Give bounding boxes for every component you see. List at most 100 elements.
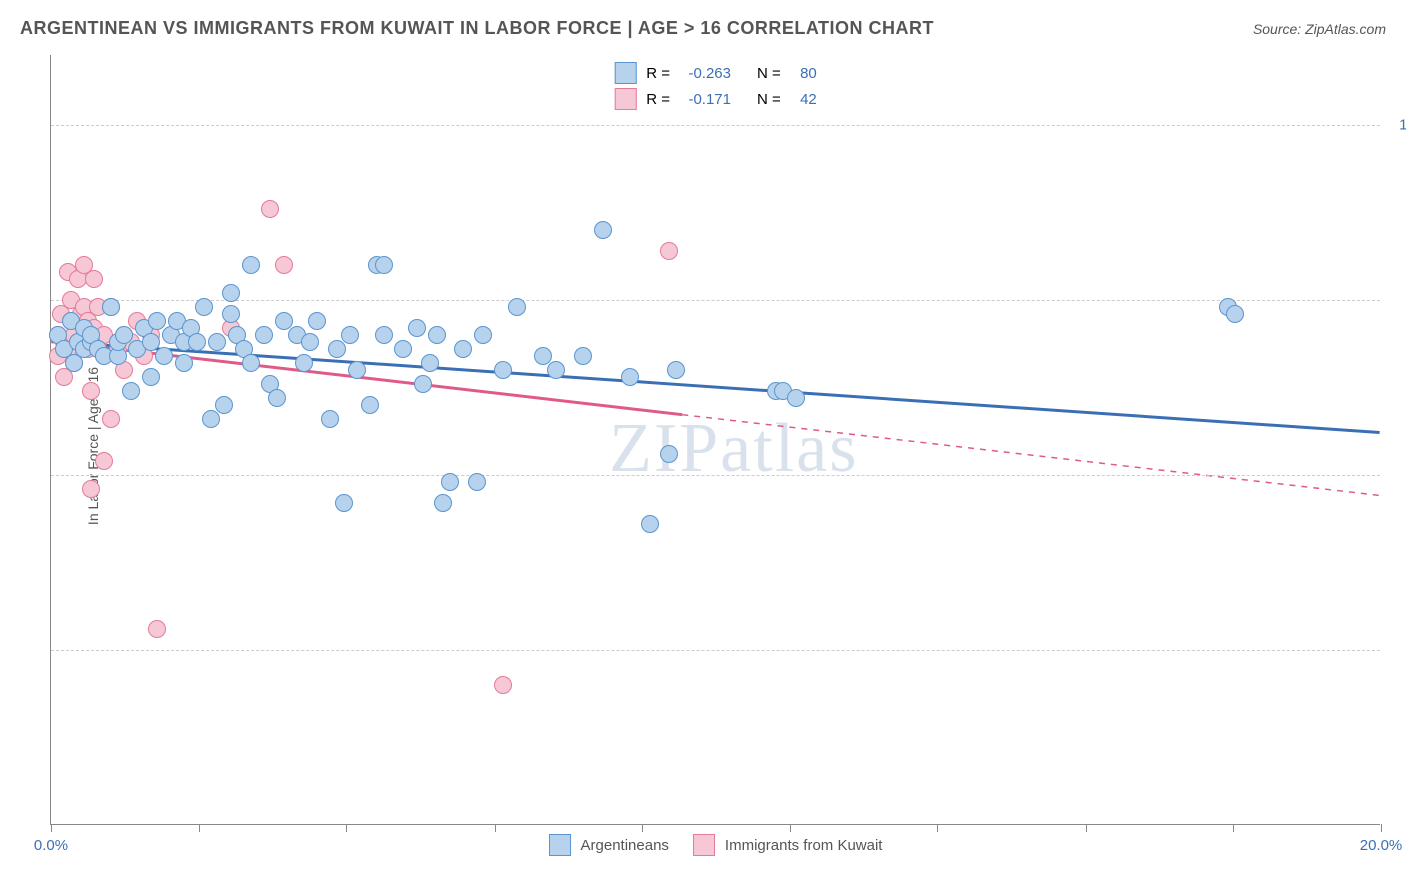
y-tick-label: 100.0% xyxy=(1390,117,1406,134)
r-value-2: -0.171 xyxy=(676,91,731,108)
scatter-point xyxy=(348,361,366,379)
scatter-point xyxy=(494,676,512,694)
y-tick-label: 75.0% xyxy=(1390,292,1406,309)
r-label: R = xyxy=(646,65,670,82)
scatter-point xyxy=(261,200,279,218)
x-tick xyxy=(1233,824,1234,832)
scatter-point xyxy=(335,494,353,512)
scatter-point xyxy=(295,354,313,372)
regression-row-2: R = -0.171 N = 42 xyxy=(608,86,823,112)
scatter-point xyxy=(394,340,412,358)
legend-item-1: Argentineans xyxy=(549,834,669,856)
regression-lines-overlay xyxy=(51,55,1380,824)
scatter-point xyxy=(441,473,459,491)
x-tick xyxy=(1381,824,1382,832)
scatter-point xyxy=(188,333,206,351)
r-value-1: -0.263 xyxy=(676,65,731,82)
scatter-point xyxy=(85,270,103,288)
regression-stats-box: R = -0.263 N = 80 R = -0.171 N = 42 xyxy=(608,60,823,112)
scatter-point xyxy=(787,389,805,407)
scatter-point xyxy=(375,326,393,344)
legend-bottom: Argentineans Immigrants from Kuwait xyxy=(549,834,883,856)
source-label: Source: ZipAtlas.com xyxy=(1253,21,1386,37)
scatter-point xyxy=(275,256,293,274)
regression-row-1: R = -0.263 N = 80 xyxy=(608,60,823,86)
legend-swatch-1 xyxy=(549,834,571,856)
scatter-point xyxy=(594,221,612,239)
gridline xyxy=(51,650,1380,651)
x-tick xyxy=(1086,824,1087,832)
scatter-point xyxy=(102,410,120,428)
x-tick-label: 20.0% xyxy=(1360,837,1403,854)
scatter-point xyxy=(641,515,659,533)
scatter-point xyxy=(268,389,286,407)
x-tick xyxy=(937,824,938,832)
scatter-point xyxy=(421,354,439,372)
gridline xyxy=(51,300,1380,301)
x-tick xyxy=(346,824,347,832)
scatter-point xyxy=(434,494,452,512)
scatter-point xyxy=(660,242,678,260)
scatter-point xyxy=(82,480,100,498)
gridline xyxy=(51,475,1380,476)
scatter-point xyxy=(222,305,240,323)
scatter-point xyxy=(428,326,446,344)
regression-line-dashed xyxy=(682,415,1379,496)
x-tick xyxy=(790,824,791,832)
x-tick xyxy=(495,824,496,832)
watermark: ZIPatlas xyxy=(609,409,858,489)
scatter-point xyxy=(122,382,140,400)
scatter-point xyxy=(1226,305,1244,323)
r-label: R = xyxy=(646,91,670,108)
scatter-point xyxy=(621,368,639,386)
scatter-point xyxy=(328,340,346,358)
swatch-series-1 xyxy=(614,62,636,84)
scatter-point xyxy=(321,410,339,428)
scatter-point xyxy=(308,312,326,330)
scatter-point xyxy=(142,368,160,386)
scatter-point xyxy=(408,319,426,337)
scatter-point xyxy=(494,361,512,379)
scatter-point xyxy=(547,361,565,379)
y-tick-label: 25.0% xyxy=(1390,642,1406,659)
scatter-point xyxy=(468,473,486,491)
scatter-point xyxy=(414,375,432,393)
scatter-point xyxy=(341,326,359,344)
plot-area: ZIPatlas R = -0.263 N = 80 R = -0.171 N … xyxy=(50,55,1380,825)
scatter-point xyxy=(175,354,193,372)
x-tick-label: 0.0% xyxy=(34,837,68,854)
scatter-point xyxy=(242,354,260,372)
n-label: N = xyxy=(757,65,781,82)
scatter-point xyxy=(202,410,220,428)
scatter-point xyxy=(208,333,226,351)
scatter-point xyxy=(102,298,120,316)
scatter-point xyxy=(508,298,526,316)
n-label: N = xyxy=(757,91,781,108)
scatter-point xyxy=(242,256,260,274)
scatter-point xyxy=(148,620,166,638)
scatter-point xyxy=(574,347,592,365)
y-tick-label: 50.0% xyxy=(1390,467,1406,484)
swatch-series-2 xyxy=(614,88,636,110)
scatter-point xyxy=(361,396,379,414)
scatter-point xyxy=(95,452,113,470)
x-tick xyxy=(51,824,52,832)
title-bar: ARGENTINEAN VS IMMIGRANTS FROM KUWAIT IN… xyxy=(20,18,1386,39)
legend-label-2: Immigrants from Kuwait xyxy=(725,837,883,854)
n-value-1: 80 xyxy=(787,65,817,82)
legend-label-1: Argentineans xyxy=(581,837,669,854)
scatter-point xyxy=(255,326,273,344)
scatter-point xyxy=(155,347,173,365)
scatter-point xyxy=(454,340,472,358)
scatter-point xyxy=(375,256,393,274)
scatter-point xyxy=(82,382,100,400)
scatter-point xyxy=(222,284,240,302)
x-tick xyxy=(642,824,643,832)
scatter-point xyxy=(195,298,213,316)
legend-item-2: Immigrants from Kuwait xyxy=(693,834,883,856)
chart-title: ARGENTINEAN VS IMMIGRANTS FROM KUWAIT IN… xyxy=(20,18,934,39)
scatter-point xyxy=(301,333,319,351)
x-tick xyxy=(199,824,200,832)
scatter-point xyxy=(660,445,678,463)
scatter-point xyxy=(474,326,492,344)
